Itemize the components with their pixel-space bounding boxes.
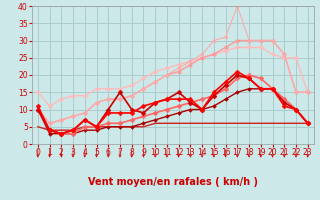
X-axis label: Vent moyen/en rafales ( km/h ): Vent moyen/en rafales ( km/h ) [88, 177, 258, 187]
